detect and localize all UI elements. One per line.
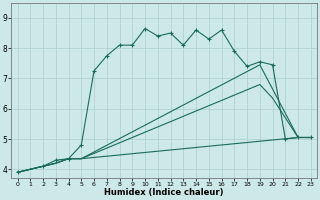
X-axis label: Humidex (Indice chaleur): Humidex (Indice chaleur) <box>104 188 224 197</box>
